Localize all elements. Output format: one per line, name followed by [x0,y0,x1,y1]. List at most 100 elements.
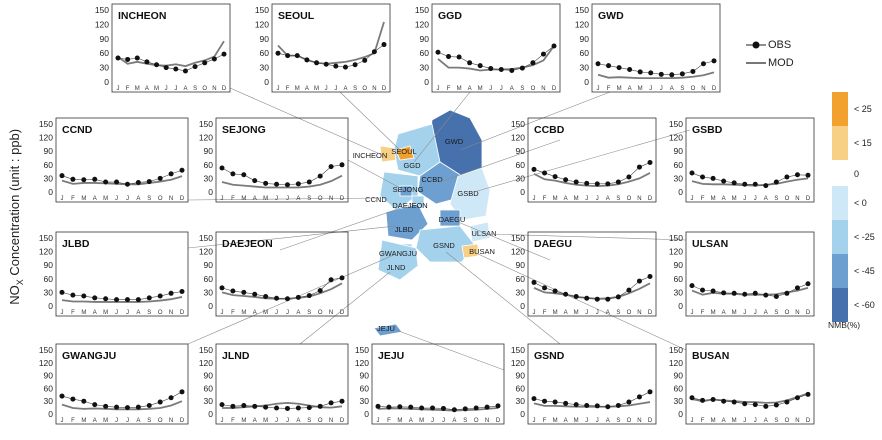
y-tick-label: 60 [674,383,684,393]
x-tick-label: M [103,196,108,202]
x-tick-label: S [774,310,778,316]
x-tick-label: M [553,418,558,424]
chart-frame-sejong [215,117,349,203]
obs-point [484,404,490,410]
x-tick-label: F [231,196,235,202]
y-tick-label: 150 [199,119,213,129]
mod-line-incheon [117,40,225,68]
obs-point [81,398,87,404]
x-tick-label: S [307,196,311,202]
mod-line-daejeon [221,282,343,300]
x-tick-label: A [722,310,726,316]
x-tick-label: A [722,418,726,424]
x-tick-label: J [596,196,599,202]
map-label-gsbd: GSBD [457,189,479,198]
obs-point [731,290,737,296]
x-tick-label: M [711,310,716,316]
obs-point [328,164,334,170]
chart-title-seoul: SEOUL [278,10,315,22]
obs-point [295,294,301,300]
y-tick-label: 120 [575,19,589,29]
x-tick-label: M [617,86,622,92]
map-region-incheon [379,145,397,163]
obs-point [690,68,696,74]
obs-point [700,174,706,180]
x-tick-label: M [711,196,716,202]
x-tick-label: J [489,86,492,92]
chart-frame-daejeon [215,231,349,317]
obs-point [211,56,217,62]
x-tick-label: D [648,310,653,316]
obs-point [114,179,120,185]
obs-point [584,180,590,186]
obs-point [763,403,769,409]
x-tick-label: A [343,86,347,92]
x-tick-label: A [136,418,140,424]
map-label-seoul: SEOUL [391,147,416,156]
y-tick-label: 150 [669,119,683,129]
obs-point [594,181,600,187]
map-label-daegu: DAEGU [439,215,466,224]
obs-point [314,60,320,66]
y-tick-label: 60 [420,48,430,58]
x-tick-label: A [253,418,257,424]
x-tick-label: J [275,310,278,316]
x-tick-label: O [785,310,790,316]
x-tick-label: J [585,418,588,424]
x-tick-label: J [442,418,445,424]
obs-point [154,62,160,68]
legend-obs-label: OBS [768,39,792,51]
obs-point [552,399,558,405]
y-tick-label: 90 [204,371,214,381]
x-tick-label: N [329,196,333,202]
leader-busan [477,253,687,351]
chart-title-ccnd: CCND [62,124,93,136]
y-tick-label: 150 [255,5,269,15]
x-tick-label: M [295,86,300,92]
x-tick-label: J [126,196,129,202]
nmb-bin-label: < -60 [854,300,875,310]
mod-line-gsbd [691,177,809,187]
x-tick-label: F [71,418,75,424]
nmb-bin-label: < 15 [854,138,872,148]
x-tick-label: O [531,86,536,92]
x-tick-label: J [754,418,757,424]
x-tick-label: M [457,86,462,92]
obs-point [274,295,280,301]
obs-point [317,403,323,409]
obs-point [284,296,290,302]
obs-point [563,291,569,297]
y-tick-label: 30 [100,63,110,73]
y-tick-label: 60 [100,48,110,58]
mod-line-ccnd [61,175,183,186]
obs-point [440,405,446,411]
obs-point [531,396,537,402]
x-tick-label: J [596,310,599,316]
obs-point [477,63,483,69]
obs-point [540,51,546,57]
x-tick-label: D [222,86,227,92]
obs-point [700,61,706,67]
y-tick-label: 60 [516,383,526,393]
x-tick-label: A [93,418,97,424]
x-tick-label: A [564,196,568,202]
obs-point [230,171,236,177]
x-tick-label: J [754,196,757,202]
obs-point [221,51,227,57]
x-tick-label: J [743,196,746,202]
obs-point [146,179,152,185]
x-tick-label: D [806,418,811,424]
y-tick-label: 150 [355,345,369,355]
obs-point [92,295,98,301]
x-tick-label: A [183,86,187,92]
obs-point [168,171,174,177]
x-tick-label: F [543,196,547,202]
x-tick-label: O [318,196,323,202]
obs-point [752,290,758,296]
leader-sejong [347,159,405,191]
obs-point [70,176,76,182]
nmb-swatch [832,186,848,220]
obs-point [542,398,548,404]
